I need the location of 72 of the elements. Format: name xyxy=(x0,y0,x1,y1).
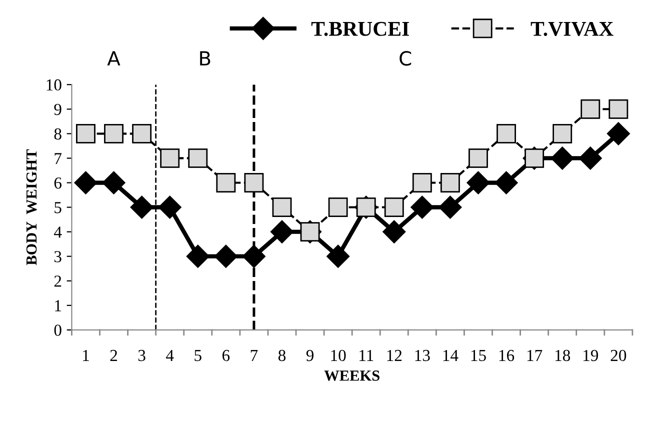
point xyxy=(242,244,266,268)
legend-label: T.BRUCEI xyxy=(311,22,409,36)
point xyxy=(384,198,404,217)
y-tick-label: 1 xyxy=(55,300,61,312)
point xyxy=(410,195,434,220)
x-tick-label: 13 xyxy=(415,350,430,362)
x-tick-label: 11 xyxy=(360,350,374,361)
legend-label: T.VIVAX xyxy=(530,22,614,36)
x-tick-label: 20 xyxy=(610,350,626,362)
point xyxy=(132,124,152,144)
point xyxy=(438,195,462,220)
y-tick-label: 4 xyxy=(54,226,62,238)
point xyxy=(158,195,182,220)
y-tick-label: 3 xyxy=(54,251,62,262)
point xyxy=(326,244,350,268)
x-tick-label: 7 xyxy=(250,350,258,361)
x-tick-label: 10 xyxy=(331,350,346,362)
point xyxy=(466,170,490,195)
point xyxy=(440,173,460,192)
x-tick-label: 5 xyxy=(194,350,202,362)
point xyxy=(382,220,406,244)
point xyxy=(76,124,96,144)
point xyxy=(244,173,264,192)
text: C xyxy=(400,51,412,66)
point xyxy=(214,244,238,268)
y-tick-label: 6 xyxy=(54,177,62,189)
x-axis-title: WEEKS xyxy=(324,370,380,381)
point xyxy=(550,146,574,170)
x-tick-label: 6 xyxy=(222,350,230,362)
x-tick-label: 14 xyxy=(443,350,458,361)
point xyxy=(552,124,572,144)
point xyxy=(496,124,516,144)
point xyxy=(608,99,628,119)
x-tick-label: 18 xyxy=(555,350,570,362)
x-tick-label: 1 xyxy=(83,350,89,361)
point xyxy=(102,170,126,195)
point xyxy=(272,198,292,217)
point xyxy=(74,170,98,195)
point xyxy=(216,173,236,192)
x-tick-label: 15 xyxy=(471,350,486,362)
point xyxy=(160,148,180,168)
point xyxy=(270,220,294,244)
point xyxy=(468,148,488,168)
y-tick-label: 10 xyxy=(46,79,62,91)
x-tick-label: 19 xyxy=(584,350,598,362)
point xyxy=(188,148,208,168)
x-tick-label: 12 xyxy=(387,350,402,361)
y-tick-label: 5 xyxy=(54,202,62,214)
y-tick-label: 8 xyxy=(54,128,62,140)
point xyxy=(130,195,154,220)
point xyxy=(578,146,602,170)
point xyxy=(104,124,124,144)
point xyxy=(186,244,210,268)
y-tick-label: 7 xyxy=(54,153,62,164)
point xyxy=(580,99,600,119)
point xyxy=(328,198,348,217)
x-tick-label: 17 xyxy=(527,350,542,361)
x-tick-label: 9 xyxy=(306,350,314,362)
point xyxy=(606,122,630,146)
x-tick-label: 2 xyxy=(110,350,118,361)
x-tick-label: 8 xyxy=(278,350,286,362)
x-tick-label: 16 xyxy=(499,350,514,362)
y-tick-label: 2 xyxy=(54,276,62,287)
point xyxy=(412,173,432,192)
x-tick-label: 3 xyxy=(138,350,146,362)
y-axis-title: BODY WEIGHT xyxy=(26,149,37,266)
y-tick-label: 0 xyxy=(54,324,62,336)
text: A xyxy=(107,51,120,66)
text: B xyxy=(200,51,210,66)
point xyxy=(494,170,518,195)
x-tick-label: 4 xyxy=(166,350,174,361)
y-tick-label: 9 xyxy=(54,104,62,116)
